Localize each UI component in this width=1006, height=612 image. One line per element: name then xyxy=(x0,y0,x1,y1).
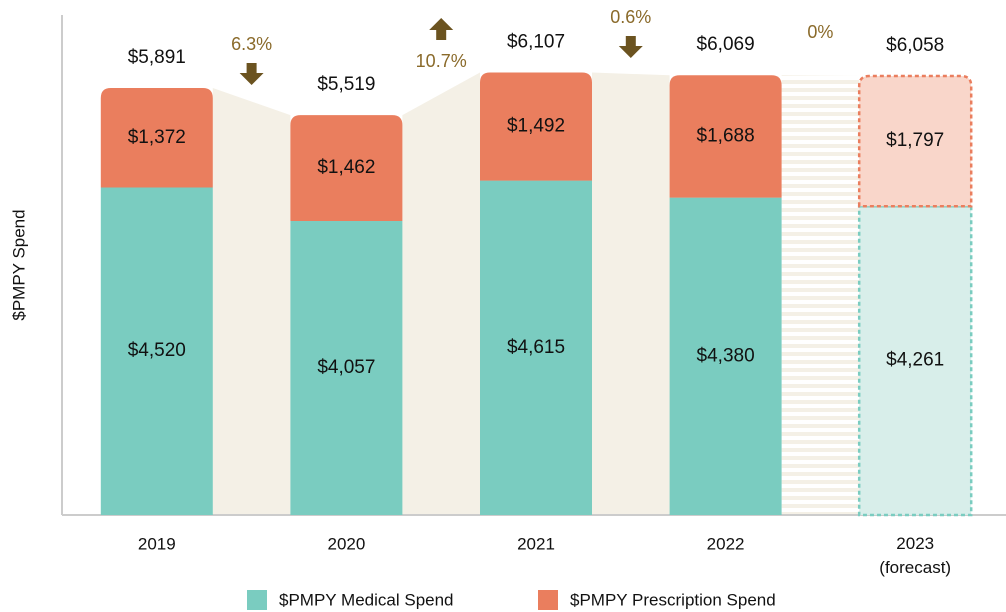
connector xyxy=(212,88,291,515)
value-label: $4,057 xyxy=(317,357,375,378)
x-tick-label: 2021 xyxy=(517,534,555,553)
value-label: $1,797 xyxy=(886,130,944,151)
bar-segment xyxy=(100,88,213,188)
connector xyxy=(402,72,480,515)
change-label: 0.6% xyxy=(610,7,651,27)
legend-swatch xyxy=(247,590,267,610)
bar-segment xyxy=(857,74,973,208)
total-label: $6,069 xyxy=(697,34,755,55)
x-tick-label: 2022 xyxy=(707,534,745,553)
bar-segment xyxy=(100,187,213,515)
value-label: $1,688 xyxy=(697,125,755,146)
value-label: $4,261 xyxy=(886,350,944,371)
change-label: 0% xyxy=(807,22,833,42)
value-label: $1,372 xyxy=(128,127,186,148)
value-label: $1,492 xyxy=(507,116,565,137)
value-label: $4,615 xyxy=(507,337,565,358)
bar-segment xyxy=(669,197,782,515)
total-label: $5,891 xyxy=(128,47,186,68)
bar-segment xyxy=(480,180,592,515)
x-tick-label: 2023 (forecast) xyxy=(879,534,951,577)
change-arrow xyxy=(618,36,643,58)
value-label: $4,380 xyxy=(697,345,755,366)
connector xyxy=(592,72,670,515)
legend-swatch xyxy=(538,590,558,610)
bar-segment xyxy=(290,115,403,222)
x-tick-label: 2019 xyxy=(138,534,176,553)
connector xyxy=(781,75,860,515)
y-axis-label: $PMPY Spend xyxy=(9,209,28,320)
bar-segment xyxy=(669,75,782,198)
total-label: $6,058 xyxy=(886,35,944,56)
bar-segment xyxy=(480,72,592,181)
change-arrow xyxy=(239,63,264,85)
x-tick-label: 2020 xyxy=(327,534,365,553)
value-label: $4,520 xyxy=(128,340,186,361)
total-label: $6,107 xyxy=(507,31,565,52)
bar-segment xyxy=(290,221,403,515)
legend-label: $PMPY Prescription Spend xyxy=(570,590,776,609)
total-label: $5,519 xyxy=(317,74,375,95)
value-label: $1,462 xyxy=(317,157,375,178)
change-label: 10.7% xyxy=(416,51,467,71)
legend-label: $PMPY Medical Spend xyxy=(279,590,454,609)
change-arrow xyxy=(429,18,454,40)
change-label: 6.3% xyxy=(231,34,272,54)
